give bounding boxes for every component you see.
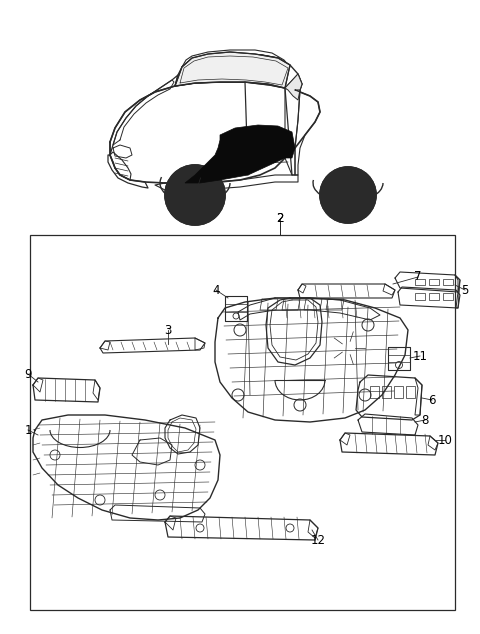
Text: 3: 3 (164, 323, 172, 337)
Bar (443, 293, 453, 300)
Text: 4: 4 (212, 283, 220, 297)
Circle shape (165, 165, 225, 225)
Text: 5: 5 (461, 283, 468, 297)
Text: 9: 9 (24, 368, 32, 380)
Text: 2: 2 (276, 212, 284, 224)
Circle shape (187, 187, 203, 203)
Text: 2: 2 (276, 212, 284, 224)
Circle shape (320, 167, 376, 223)
Text: 10: 10 (438, 434, 453, 446)
Bar (382, 386, 391, 398)
Bar (415, 279, 425, 285)
Bar (429, 293, 439, 300)
Bar (30, 235, 455, 610)
Text: 1: 1 (24, 424, 32, 436)
Text: 8: 8 (421, 413, 429, 427)
Text: 7: 7 (414, 271, 422, 283)
Bar (370, 386, 379, 398)
Bar (394, 386, 403, 398)
Text: 11: 11 (412, 349, 428, 363)
Bar (406, 386, 415, 398)
Polygon shape (285, 74, 302, 100)
Bar (443, 279, 453, 285)
Bar (429, 279, 439, 285)
Text: 6: 6 (428, 394, 436, 406)
Text: 12: 12 (311, 533, 325, 547)
Polygon shape (175, 52, 290, 88)
Polygon shape (185, 125, 295, 183)
Circle shape (341, 188, 355, 202)
Bar (415, 293, 425, 300)
